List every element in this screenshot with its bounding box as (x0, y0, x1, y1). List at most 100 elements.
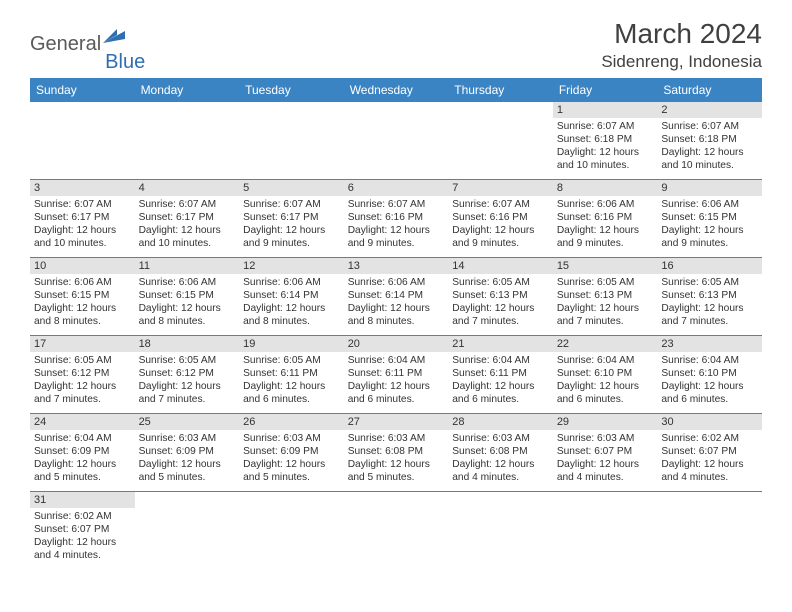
day-number: 26 (239, 414, 344, 430)
day-details: Sunrise: 6:05 AMSunset: 6:12 PMDaylight:… (30, 352, 135, 408)
calendar-cell (553, 492, 658, 570)
day-number: 17 (30, 336, 135, 352)
day-details: Sunrise: 6:04 AMSunset: 6:11 PMDaylight:… (448, 352, 553, 408)
calendar-row: 31Sunrise: 6:02 AMSunset: 6:07 PMDayligh… (30, 492, 762, 570)
day-number: 22 (553, 336, 658, 352)
day-number: 25 (135, 414, 240, 430)
weekday-header: Wednesday (344, 78, 449, 102)
day-number: 16 (657, 258, 762, 274)
calendar-cell: 17Sunrise: 6:05 AMSunset: 6:12 PMDayligh… (30, 336, 135, 414)
calendar-cell: 28Sunrise: 6:03 AMSunset: 6:08 PMDayligh… (448, 414, 553, 492)
day-number: 31 (30, 492, 135, 508)
calendar-cell: 15Sunrise: 6:05 AMSunset: 6:13 PMDayligh… (553, 258, 658, 336)
header: General Blue March 2024 Sidenreng, Indon… (30, 18, 762, 72)
day-details: Sunrise: 6:05 AMSunset: 6:13 PMDaylight:… (657, 274, 762, 330)
day-number: 21 (448, 336, 553, 352)
day-details: Sunrise: 6:06 AMSunset: 6:16 PMDaylight:… (553, 196, 658, 252)
weekday-header: Thursday (448, 78, 553, 102)
day-number: 24 (30, 414, 135, 430)
calendar-cell: 30Sunrise: 6:02 AMSunset: 6:07 PMDayligh… (657, 414, 762, 492)
day-details: Sunrise: 6:06 AMSunset: 6:15 PMDaylight:… (30, 274, 135, 330)
day-number: 6 (344, 180, 449, 196)
day-number: 20 (344, 336, 449, 352)
logo: General Blue (30, 24, 145, 65)
day-details: Sunrise: 6:07 AMSunset: 6:17 PMDaylight:… (30, 196, 135, 252)
calendar-cell: 25Sunrise: 6:03 AMSunset: 6:09 PMDayligh… (135, 414, 240, 492)
day-number: 9 (657, 180, 762, 196)
day-details: Sunrise: 6:03 AMSunset: 6:09 PMDaylight:… (239, 430, 344, 486)
day-details: Sunrise: 6:07 AMSunset: 6:16 PMDaylight:… (344, 196, 449, 252)
calendar-cell (239, 102, 344, 180)
location: Sidenreng, Indonesia (601, 52, 762, 72)
calendar-cell (239, 492, 344, 570)
calendar-body: 1Sunrise: 6:07 AMSunset: 6:18 PMDaylight… (30, 102, 762, 569)
weekday-header: Saturday (657, 78, 762, 102)
day-details: Sunrise: 6:02 AMSunset: 6:07 PMDaylight:… (657, 430, 762, 486)
day-details: Sunrise: 6:04 AMSunset: 6:09 PMDaylight:… (30, 430, 135, 486)
calendar-cell: 16Sunrise: 6:05 AMSunset: 6:13 PMDayligh… (657, 258, 762, 336)
day-details: Sunrise: 6:04 AMSunset: 6:10 PMDaylight:… (657, 352, 762, 408)
calendar-cell (30, 102, 135, 180)
day-details: Sunrise: 6:03 AMSunset: 6:08 PMDaylight:… (448, 430, 553, 486)
day-details: Sunrise: 6:06 AMSunset: 6:15 PMDaylight:… (135, 274, 240, 330)
calendar-cell (657, 492, 762, 570)
logo-flag-icon (103, 29, 129, 50)
day-number: 23 (657, 336, 762, 352)
calendar-cell: 24Sunrise: 6:04 AMSunset: 6:09 PMDayligh… (30, 414, 135, 492)
weekday-header-row: Sunday Monday Tuesday Wednesday Thursday… (30, 78, 762, 102)
calendar-row: 1Sunrise: 6:07 AMSunset: 6:18 PMDaylight… (30, 102, 762, 180)
day-details: Sunrise: 6:03 AMSunset: 6:08 PMDaylight:… (344, 430, 449, 486)
day-details: Sunrise: 6:04 AMSunset: 6:10 PMDaylight:… (553, 352, 658, 408)
day-number: 4 (135, 180, 240, 196)
calendar-cell (344, 102, 449, 180)
day-number: 15 (553, 258, 658, 274)
weekday-header: Sunday (30, 78, 135, 102)
day-number: 29 (553, 414, 658, 430)
day-number: 3 (30, 180, 135, 196)
calendar-row: 24Sunrise: 6:04 AMSunset: 6:09 PMDayligh… (30, 414, 762, 492)
day-details: Sunrise: 6:06 AMSunset: 6:15 PMDaylight:… (657, 196, 762, 252)
day-details: Sunrise: 6:03 AMSunset: 6:09 PMDaylight:… (135, 430, 240, 486)
calendar-cell: 21Sunrise: 6:04 AMSunset: 6:11 PMDayligh… (448, 336, 553, 414)
day-number: 10 (30, 258, 135, 274)
calendar-cell: 4Sunrise: 6:07 AMSunset: 6:17 PMDaylight… (135, 180, 240, 258)
calendar-cell (135, 102, 240, 180)
calendar-cell: 19Sunrise: 6:05 AMSunset: 6:11 PMDayligh… (239, 336, 344, 414)
calendar-cell (135, 492, 240, 570)
day-number: 11 (135, 258, 240, 274)
day-number: 28 (448, 414, 553, 430)
day-details: Sunrise: 6:07 AMSunset: 6:17 PMDaylight:… (239, 196, 344, 252)
logo-text-blue: Blue (105, 51, 145, 74)
calendar-page: General Blue March 2024 Sidenreng, Indon… (0, 0, 792, 569)
day-details: Sunrise: 6:04 AMSunset: 6:11 PMDaylight:… (344, 352, 449, 408)
day-details: Sunrise: 6:05 AMSunset: 6:13 PMDaylight:… (553, 274, 658, 330)
day-details: Sunrise: 6:02 AMSunset: 6:07 PMDaylight:… (30, 508, 135, 564)
day-number: 7 (448, 180, 553, 196)
calendar-row: 3Sunrise: 6:07 AMSunset: 6:17 PMDaylight… (30, 180, 762, 258)
day-details: Sunrise: 6:05 AMSunset: 6:11 PMDaylight:… (239, 352, 344, 408)
day-details: Sunrise: 6:05 AMSunset: 6:12 PMDaylight:… (135, 352, 240, 408)
calendar-cell: 10Sunrise: 6:06 AMSunset: 6:15 PMDayligh… (30, 258, 135, 336)
calendar-cell (448, 102, 553, 180)
day-number: 30 (657, 414, 762, 430)
calendar-cell: 7Sunrise: 6:07 AMSunset: 6:16 PMDaylight… (448, 180, 553, 258)
day-number: 13 (344, 258, 449, 274)
calendar-cell: 20Sunrise: 6:04 AMSunset: 6:11 PMDayligh… (344, 336, 449, 414)
day-number: 8 (553, 180, 658, 196)
calendar-cell: 18Sunrise: 6:05 AMSunset: 6:12 PMDayligh… (135, 336, 240, 414)
weekday-header: Tuesday (239, 78, 344, 102)
logo-text-general: General (30, 33, 101, 56)
day-details: Sunrise: 6:06 AMSunset: 6:14 PMDaylight:… (239, 274, 344, 330)
calendar-cell: 3Sunrise: 6:07 AMSunset: 6:17 PMDaylight… (30, 180, 135, 258)
calendar-table: Sunday Monday Tuesday Wednesday Thursday… (30, 78, 762, 569)
day-number: 18 (135, 336, 240, 352)
weekday-header: Friday (553, 78, 658, 102)
calendar-row: 17Sunrise: 6:05 AMSunset: 6:12 PMDayligh… (30, 336, 762, 414)
calendar-cell: 8Sunrise: 6:06 AMSunset: 6:16 PMDaylight… (553, 180, 658, 258)
calendar-cell: 12Sunrise: 6:06 AMSunset: 6:14 PMDayligh… (239, 258, 344, 336)
title-block: March 2024 Sidenreng, Indonesia (601, 18, 762, 72)
day-number: 12 (239, 258, 344, 274)
calendar-cell: 23Sunrise: 6:04 AMSunset: 6:10 PMDayligh… (657, 336, 762, 414)
day-details: Sunrise: 6:07 AMSunset: 6:16 PMDaylight:… (448, 196, 553, 252)
day-details: Sunrise: 6:07 AMSunset: 6:17 PMDaylight:… (135, 196, 240, 252)
